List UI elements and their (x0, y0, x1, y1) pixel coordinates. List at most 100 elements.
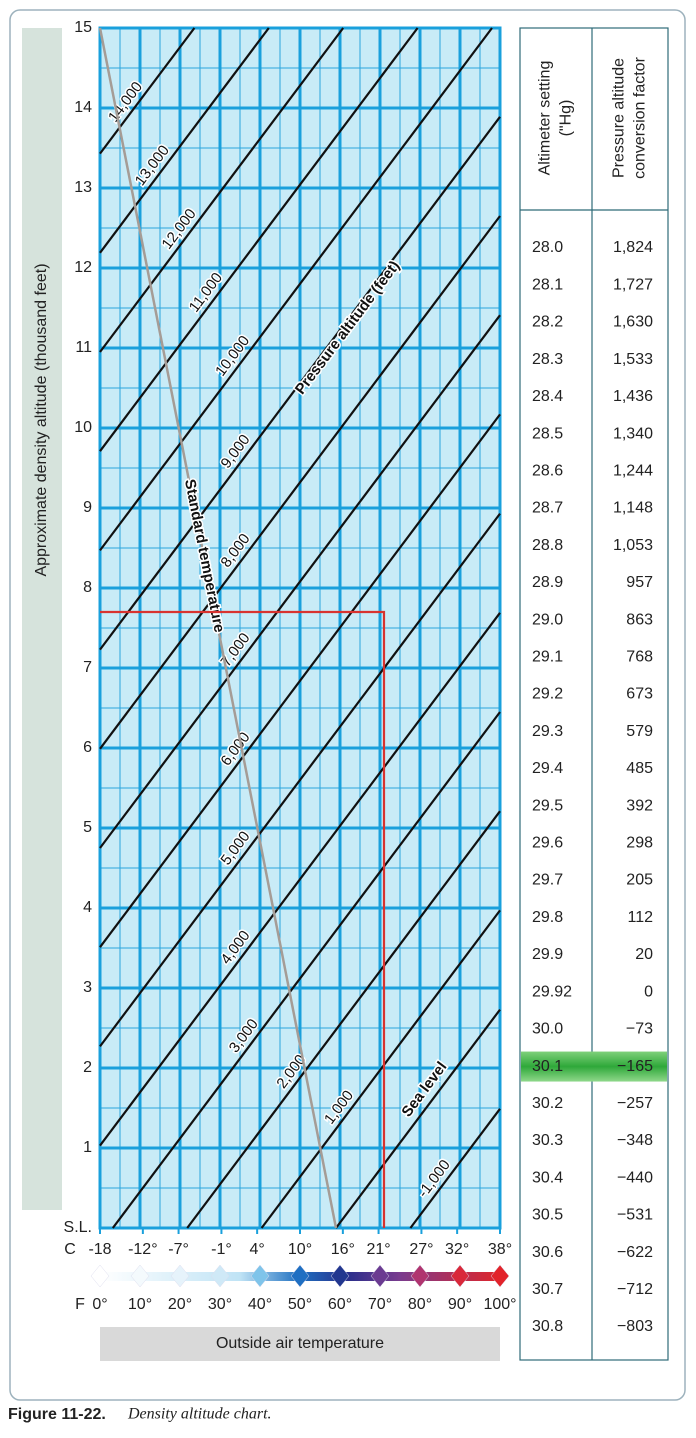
cell: 29.2 (532, 686, 563, 703)
scale-diamond (330, 1264, 350, 1288)
y-tick-label: 11 (75, 339, 92, 356)
cell: 30.7 (532, 1281, 563, 1298)
scale-diamond (130, 1264, 150, 1288)
cell: 28.7 (532, 500, 563, 517)
x2-tick-label: 27° (409, 1241, 433, 1258)
series-line (186, 810, 501, 1229)
cell: 29.5 (532, 797, 563, 814)
x-tick-label: 80° (408, 1296, 432, 1313)
scale-diamond (490, 1264, 510, 1288)
scale-diamond (170, 1264, 190, 1288)
x-tick-label: 20° (168, 1296, 192, 1313)
y-tick-label: 14 (74, 99, 92, 116)
cell: 957 (626, 574, 653, 591)
y-tick-label: 15 (74, 19, 92, 36)
cell: 30.8 (532, 1318, 563, 1335)
caption-label: Figure 11-22. (8, 1406, 106, 1423)
x2-tick-label: -12° (128, 1241, 158, 1258)
cell: 768 (626, 648, 653, 665)
cell: 29.8 (532, 909, 563, 926)
x-tick-label: 40° (248, 1296, 272, 1313)
x2-tick-label: -7° (168, 1241, 189, 1258)
cell: 20 (635, 946, 653, 963)
cell: −73 (626, 1021, 653, 1038)
cell: 863 (626, 611, 653, 628)
x-tick-label: 60° (328, 1296, 352, 1313)
cell: 28.6 (532, 462, 563, 479)
x-tick-label: 10° (128, 1296, 152, 1313)
cell: 112 (627, 909, 653, 926)
cell: 29.4 (532, 760, 563, 777)
y-tick-label: 9 (83, 499, 92, 516)
cell: 28.0 (532, 239, 563, 256)
cell: −257 (617, 1095, 653, 1112)
cell: −165 (617, 1058, 653, 1075)
cell: 28.2 (532, 314, 563, 331)
y-tick-label: 7 (83, 659, 92, 676)
cell: 1,053 (613, 537, 653, 554)
x2-tick-label: 4° (249, 1241, 264, 1258)
y-tick-label: 13 (74, 179, 92, 196)
column-header: Altimeter setting (537, 61, 554, 176)
cell: 1,727 (613, 276, 653, 293)
y-label-band (22, 28, 62, 1210)
plot: 0° 10° 20° 30° 40° 50° 60° 70° 80° 90° 100° -18 -12°… (64, 19, 517, 1313)
cell: 485 (626, 760, 653, 777)
y-tick-label: 12 (74, 259, 92, 276)
cell: −440 (617, 1169, 653, 1186)
y-tick-label: 10 (74, 419, 92, 436)
cell: 1,630 (613, 314, 653, 331)
row-highlight (521, 1051, 667, 1082)
series-line (99, 27, 345, 353)
x-tick-label: 90° (448, 1296, 472, 1313)
x-unit: F (75, 1296, 85, 1313)
y-tick-label: 8 (83, 579, 92, 596)
series-line (99, 612, 501, 1147)
series-line (260, 909, 501, 1229)
cell: 1,824 (613, 239, 653, 256)
cell: 205 (626, 872, 653, 889)
cell: 29.0 (532, 611, 563, 628)
series-line (100, 610, 386, 1228)
cell: 28.3 (532, 351, 563, 368)
cell: 1,244 (613, 462, 653, 479)
scale-diamond (90, 1264, 110, 1288)
cell: 28.5 (532, 425, 563, 442)
y-tick-label: 3 (83, 979, 92, 996)
cell: 30.1 (532, 1058, 563, 1075)
y-axis-label: Approximate density altitude (thousand f… (33, 263, 50, 576)
cell: 30.3 (532, 1132, 563, 1149)
cell: 28.1 (532, 276, 563, 293)
cell: 392 (626, 797, 653, 814)
table: Altimeter setting ("Hg) Pressure altitude c… (519, 27, 669, 1361)
cell: 579 (626, 723, 653, 740)
scale-diamond (450, 1264, 470, 1288)
x2-unit: C (64, 1241, 76, 1258)
cell: −622 (617, 1244, 653, 1261)
plot-border (98, 26, 502, 1230)
x2-tick-label: 16° (331, 1241, 355, 1258)
series-line (99, 27, 419, 452)
cell: 28.4 (532, 388, 563, 405)
cell: −348 (617, 1132, 653, 1149)
x-tick-label: 50° (288, 1296, 312, 1313)
caption-text: Density altitude chart. (127, 1406, 272, 1423)
column-header: ("Hg) (558, 100, 575, 137)
x2-tick-label: 10° (288, 1241, 312, 1258)
scale-diamond (290, 1264, 310, 1288)
scale-diamond (370, 1264, 390, 1288)
series-line (99, 314, 501, 849)
cell: 30.4 (532, 1169, 563, 1186)
x-tick-label: 0° (92, 1296, 107, 1313)
y-tick-label: 2 (83, 1059, 92, 1076)
x-tick-label: 100° (483, 1296, 516, 1313)
series-line (335, 1008, 501, 1229)
cell: 29.9 (532, 946, 563, 963)
cell: 28.9 (532, 574, 563, 591)
cell: 1,533 (613, 351, 653, 368)
x-tick-label: 70° (368, 1296, 392, 1313)
cell: 29.1 (532, 648, 563, 665)
cell: 29.6 (532, 835, 563, 852)
cell: 1,340 (613, 425, 653, 442)
